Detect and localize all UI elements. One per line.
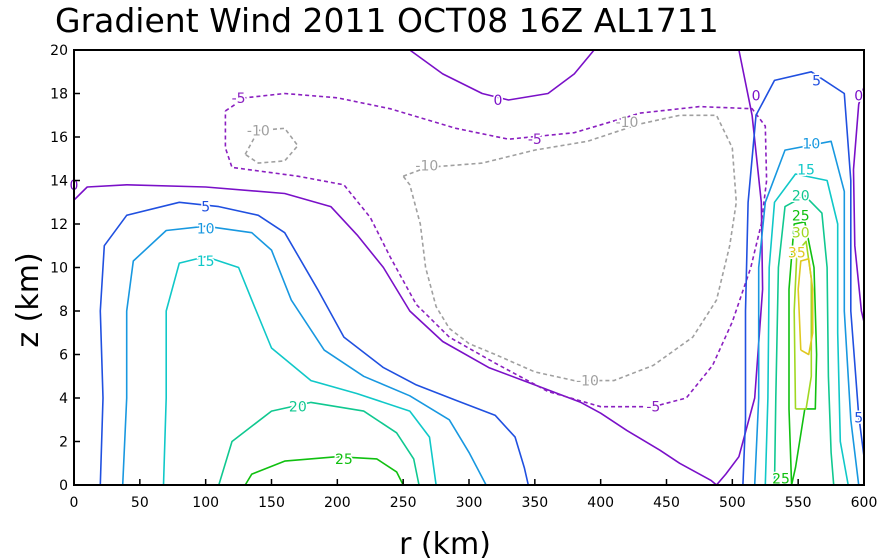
y-tick-label: 6	[59, 348, 68, 364]
contour-label: -10	[616, 115, 639, 131]
x-tick-label: 50	[131, 495, 149, 511]
y-tick-label: 14	[50, 174, 68, 190]
y-tick-label: 8	[59, 304, 68, 320]
contour-label: 5	[812, 73, 821, 89]
contour-labels: 00 0 0-5-5-5-10-10-10-10555101015152020252…	[68, 72, 865, 489]
x-axis-ticks: 0 50 100 150 200 250 300 350 400 450 500 550 600	[70, 479, 878, 511]
x-tick-label: 450	[653, 495, 680, 511]
y-tick-label: 18	[50, 87, 68, 103]
contour-line-0	[73, 184, 718, 486]
y-tick-label: 0	[59, 478, 68, 494]
x-tick-label: 550	[785, 495, 812, 511]
contour-label: -10	[415, 158, 438, 174]
x-tick-label: 0	[70, 495, 79, 511]
contour-label: 35	[788, 245, 806, 261]
chart-title: Gradient Wind 2011 OCT08 16Z AL1711	[55, 1, 719, 40]
contour-label: 20	[289, 400, 307, 416]
contour-label: -5	[646, 400, 660, 416]
x-tick-label: 300	[456, 495, 483, 511]
contour-label: 5	[201, 200, 210, 216]
x-tick-label: 350	[521, 495, 548, 511]
contour-line--10	[244, 127, 299, 164]
y-axis-ticks: 0 2 4 6 8 10 12 14 16 18 20	[50, 43, 80, 494]
contour-line-30	[793, 240, 813, 410]
x-tick-label: 400	[587, 495, 614, 511]
contour-label: 0	[494, 93, 503, 109]
y-tick-label: 10	[50, 261, 68, 277]
x-tick-label: 250	[390, 495, 417, 511]
contour-line-10	[753, 140, 860, 486]
contour-label: 10	[802, 137, 820, 153]
x-tick-label: 150	[258, 495, 285, 511]
contour-label: 15	[197, 254, 215, 270]
contour-label: 30	[792, 226, 810, 242]
contour-line-5	[99, 201, 530, 486]
x-tick-label: 500	[719, 495, 746, 511]
contour-line--5	[224, 92, 768, 408]
contour-line-15	[764, 173, 849, 486]
contour-label: 5	[854, 411, 863, 427]
contour-line-5	[742, 71, 865, 486]
contour-label: 15	[797, 163, 815, 179]
y-tick-label: 12	[50, 217, 68, 233]
contour-line-0	[409, 49, 595, 101]
contour-line-35	[797, 257, 814, 356]
contour-label: 20	[792, 189, 810, 205]
y-tick-label: 4	[59, 391, 68, 407]
contour-label: 10	[197, 221, 215, 237]
x-tick-label: 600	[851, 495, 878, 511]
contour-lines	[73, 49, 865, 486]
y-axis-label: z (km)	[11, 252, 46, 347]
contour-line-25	[244, 455, 404, 486]
contour-label: -5	[232, 91, 246, 107]
y-tick-label: 20	[50, 43, 68, 59]
contour-line-10	[121, 225, 487, 486]
x-tick-label: 200	[324, 495, 351, 511]
y-tick-label: 2	[59, 435, 68, 451]
contour-line-0	[852, 86, 865, 323]
y-tick-label: 16	[50, 130, 68, 146]
contour-label: -10	[247, 123, 270, 139]
contour-line-20	[773, 194, 835, 486]
contour-label: 25	[335, 452, 353, 468]
contour-label: 0	[854, 89, 863, 105]
contour-line-25	[788, 221, 818, 486]
contour-line--10	[402, 114, 738, 382]
contour-label: 0	[752, 89, 761, 105]
contour-line-20	[218, 401, 420, 486]
x-axis-label: r (km)	[399, 527, 491, 559]
contour-line-15	[162, 255, 437, 486]
contour-label: 25	[792, 208, 810, 224]
contour-label: -5	[528, 132, 542, 148]
contour-label: -10	[576, 374, 599, 390]
x-tick-label: 100	[192, 495, 219, 511]
